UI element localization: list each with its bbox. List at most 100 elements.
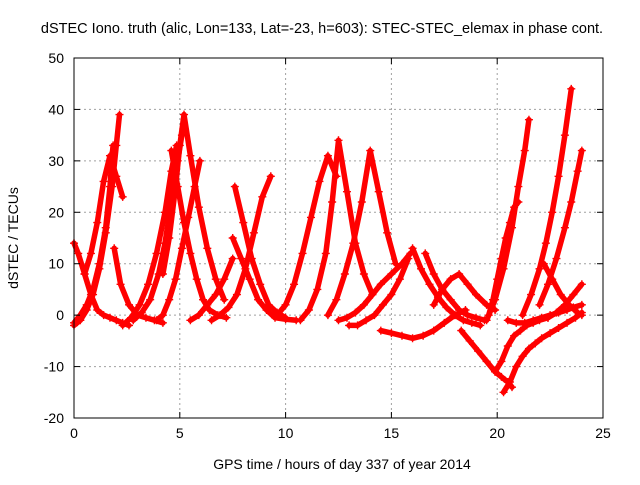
data-point (524, 344, 533, 353)
series-pass-23 (429, 270, 500, 314)
data-point (184, 213, 193, 222)
data-point (442, 303, 451, 312)
x-tick-label: 5 (176, 425, 184, 441)
data-point (461, 306, 470, 314)
data-point (158, 270, 167, 278)
series-pass-10 (152, 156, 204, 325)
data-point (467, 318, 476, 327)
data-point (569, 290, 578, 299)
data-point (211, 290, 220, 299)
y-tick-label: 50 (48, 50, 64, 66)
data-point (158, 311, 167, 320)
data-point (567, 84, 576, 93)
data-point (529, 316, 538, 325)
data-point (349, 239, 358, 248)
data-point (266, 172, 275, 181)
series-pass-33 (543, 280, 586, 322)
data-point (129, 316, 138, 325)
data-point (180, 110, 189, 119)
series-pass-4 (80, 151, 127, 278)
data-point (510, 331, 519, 340)
data-point (482, 357, 491, 366)
data-point (440, 318, 449, 327)
data-point (370, 311, 379, 320)
data-point (505, 378, 514, 386)
data-point (195, 156, 204, 165)
data-point (306, 213, 315, 222)
data-point (93, 306, 102, 314)
data-point (321, 249, 330, 258)
data-point (531, 339, 540, 348)
data-point (429, 270, 438, 278)
data-point (524, 115, 533, 124)
series-pass-28 (482, 115, 533, 325)
data-point (334, 316, 343, 325)
series-band (160, 111, 227, 303)
data-point (497, 372, 506, 381)
data-point (273, 311, 282, 320)
data-point (563, 318, 572, 327)
data-point (254, 295, 263, 304)
data-point (165, 295, 174, 304)
data-point (429, 326, 438, 335)
series-band (492, 314, 551, 375)
data-point (425, 280, 434, 289)
data-point (560, 300, 569, 309)
series-band (346, 255, 412, 329)
data-point (518, 311, 527, 320)
data-point (417, 264, 426, 273)
data-point (446, 275, 455, 284)
data-point (158, 318, 167, 327)
data-point (537, 334, 546, 343)
data-point (539, 259, 548, 268)
data-point (241, 264, 250, 273)
data-point (237, 254, 246, 263)
data-point (304, 306, 313, 314)
y-tick-label: 40 (48, 101, 64, 117)
data-point (474, 347, 483, 356)
data-point (186, 316, 195, 325)
y-tick-label: 0 (56, 307, 64, 323)
data-point (116, 280, 125, 289)
data-point (342, 187, 351, 196)
series-pass-31 (535, 146, 586, 309)
data-point (224, 303, 233, 312)
series-pass-16 (296, 136, 377, 325)
data-point (512, 362, 521, 371)
data-point (109, 141, 118, 150)
data-point (535, 300, 544, 309)
data-point (105, 313, 114, 322)
series-band (519, 86, 575, 318)
series-band (119, 142, 180, 329)
series-band (458, 327, 515, 390)
data-point (228, 254, 237, 263)
data-point (491, 367, 500, 376)
data-point (232, 290, 241, 299)
data-point (362, 316, 371, 325)
data-point (383, 228, 392, 237)
data-point (508, 223, 517, 232)
series-pass-19 (345, 254, 413, 330)
data-point (577, 300, 586, 309)
y-tick-label: 30 (48, 153, 64, 169)
data-point (376, 280, 385, 289)
data-point (171, 275, 180, 284)
data-point (345, 321, 354, 330)
data-point (281, 300, 290, 309)
data-point (144, 280, 153, 289)
series-band (153, 158, 203, 324)
data-point (105, 151, 114, 160)
data-point (256, 280, 265, 289)
data-point (115, 110, 124, 119)
data-point (323, 311, 332, 320)
data-point (374, 187, 383, 196)
data-point (167, 146, 176, 155)
data-point (203, 300, 212, 309)
data-point (135, 300, 144, 309)
data-point (573, 308, 582, 317)
series-band (187, 255, 236, 324)
data-point (499, 264, 508, 273)
data-point (535, 264, 544, 273)
data-point (296, 316, 305, 325)
